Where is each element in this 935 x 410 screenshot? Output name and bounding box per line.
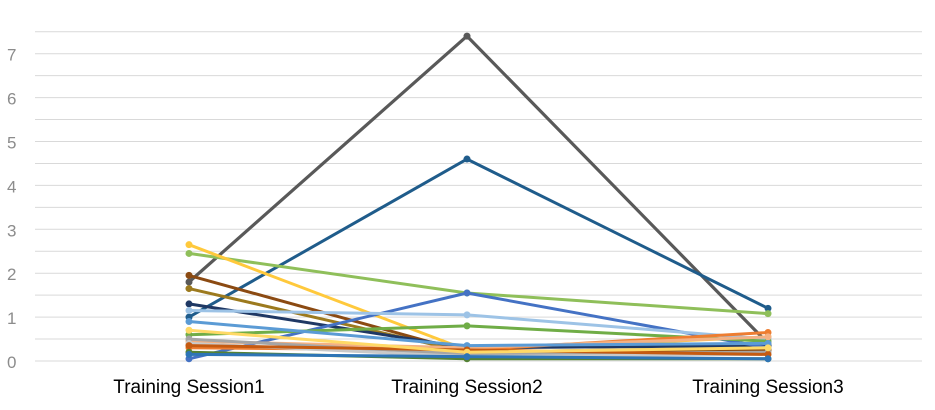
- data-point: [764, 304, 772, 312]
- x-tick-label: Training Session2: [391, 377, 542, 398]
- data-point: [185, 271, 193, 279]
- data-point: [185, 350, 193, 358]
- data-point: [463, 32, 471, 40]
- x-tick-label: Training Session3: [692, 377, 843, 398]
- data-point: [463, 353, 471, 361]
- data-point: [463, 311, 471, 319]
- data-point: [764, 333, 772, 341]
- y-tick-label: 1: [7, 309, 16, 328]
- data-point: [463, 322, 471, 330]
- y-tick-label: 2: [7, 265, 16, 284]
- y-tick-label: 5: [7, 134, 16, 153]
- data-point: [764, 355, 772, 363]
- data-point: [463, 289, 471, 297]
- data-point: [764, 310, 772, 318]
- series-line: [187, 34, 770, 345]
- x-axis-tick-labels: Training Session1 Training Session2 Traini…: [113, 377, 843, 398]
- data-point: [185, 307, 193, 315]
- gridlines: [35, 31, 922, 362]
- series-line: [188, 251, 769, 316]
- data-point: [185, 317, 193, 325]
- data-point: [185, 285, 193, 293]
- data-point: [185, 300, 193, 308]
- y-tick-label: 0: [7, 353, 16, 372]
- data-point: [185, 326, 193, 334]
- data-point: [185, 278, 193, 286]
- data-point: [185, 249, 193, 257]
- series-line: [188, 243, 769, 352]
- data-point: [764, 344, 772, 352]
- data-point: [185, 241, 193, 249]
- series-19: [185, 350, 772, 363]
- series-lines: [185, 32, 772, 363]
- data-point: [185, 342, 193, 350]
- y-tick-label: 7: [7, 46, 16, 65]
- series-line: [188, 309, 769, 341]
- series-18: [185, 326, 772, 356]
- y-tick-label: 4: [7, 177, 16, 196]
- y-tick-label: 6: [7, 90, 16, 109]
- data-point: [463, 155, 471, 163]
- y-axis-tick-labels: 0 1 2 3 4 5 6 7: [7, 46, 16, 372]
- x-tick-label: Training Session1: [113, 377, 264, 398]
- y-tick-label: 3: [7, 221, 16, 240]
